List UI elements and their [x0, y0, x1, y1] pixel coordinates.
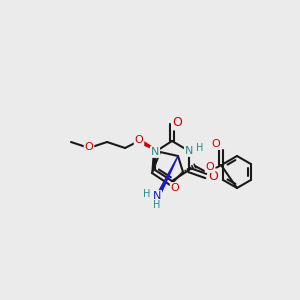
Text: N: N: [151, 147, 159, 157]
Text: O: O: [85, 142, 93, 152]
Text: O: O: [206, 162, 214, 172]
Text: O: O: [208, 169, 218, 182]
Text: H: H: [143, 189, 151, 199]
Text: H: H: [153, 200, 161, 210]
Text: O: O: [135, 135, 143, 145]
Text: H: H: [196, 143, 204, 153]
Polygon shape: [142, 142, 160, 152]
Text: O: O: [171, 183, 179, 193]
Text: O: O: [172, 116, 182, 130]
Polygon shape: [152, 152, 157, 173]
Polygon shape: [159, 156, 178, 193]
Text: O: O: [212, 139, 220, 149]
Text: N: N: [153, 191, 161, 201]
Text: N: N: [185, 146, 193, 156]
